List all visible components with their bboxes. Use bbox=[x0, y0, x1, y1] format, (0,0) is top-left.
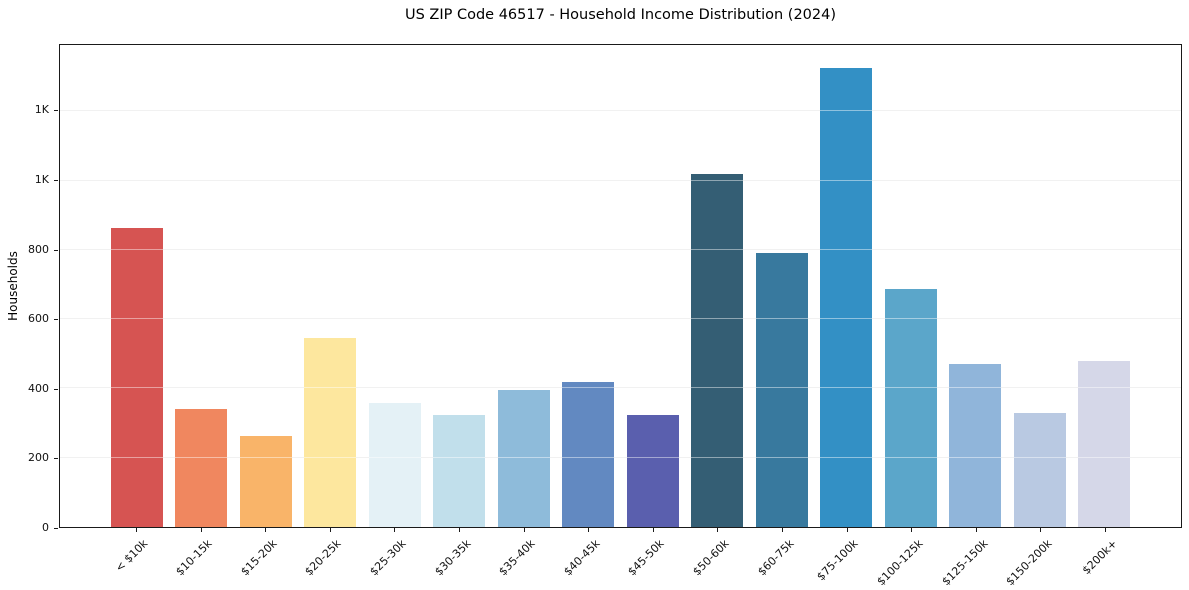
gridline-highlight bbox=[60, 110, 1181, 112]
x-axis: < $10k $10-15k $15-20k $20-25k $25-30k $30-35… bbox=[59, 528, 1182, 590]
x-tick-mark bbox=[329, 528, 331, 532]
bar-9 bbox=[691, 173, 744, 527]
x-tick-label-2: $15-20k bbox=[238, 537, 280, 579]
bar-4 bbox=[368, 402, 421, 527]
x-tick-mark bbox=[523, 528, 525, 532]
gridline-highlight bbox=[60, 456, 1181, 458]
bar-0 bbox=[110, 228, 163, 527]
x-tick-label-12: $100-125k bbox=[874, 537, 926, 589]
x-tick-label-7: $40-45k bbox=[561, 537, 603, 579]
x-tick-label-13: $125-150k bbox=[938, 537, 991, 589]
bar-10 bbox=[755, 252, 808, 527]
bar-11 bbox=[820, 68, 873, 527]
gridline bbox=[60, 387, 1181, 389]
gridline bbox=[60, 318, 1181, 320]
y-tick-mark bbox=[54, 388, 58, 390]
plot-area bbox=[59, 44, 1182, 528]
gridline bbox=[60, 110, 1181, 112]
y-tick-mark bbox=[54, 110, 58, 112]
x-tick-mark bbox=[782, 528, 784, 532]
x-tick-label-9: $50-60k bbox=[690, 537, 732, 579]
x-tick-mark bbox=[1105, 528, 1107, 532]
y-tick-label-3: 600 bbox=[28, 312, 49, 326]
bar-13 bbox=[949, 364, 1002, 527]
x-tick-label-3: $20-25k bbox=[302, 537, 344, 579]
chart-title: US ZIP Code 46517 - Household Income Dis… bbox=[404, 7, 837, 23]
x-tick-mark bbox=[911, 528, 913, 532]
gridline bbox=[60, 248, 1181, 250]
gridline bbox=[60, 456, 1181, 458]
y-axis: 0 200 400 600 800 1K 1K bbox=[0, 44, 59, 534]
x-tick-mark bbox=[1040, 528, 1042, 532]
gridline bbox=[60, 179, 1181, 181]
bar-1 bbox=[175, 409, 228, 527]
y-tick-label-4: 800 bbox=[28, 242, 49, 256]
x-tick-label-14: $150-200k bbox=[1003, 537, 1055, 589]
bar-6 bbox=[497, 389, 550, 527]
x-tick-label-10: $60-75k bbox=[754, 537, 797, 579]
y-tick-mark bbox=[54, 458, 58, 460]
y-tick-mark bbox=[54, 319, 58, 321]
x-tick-mark bbox=[458, 528, 460, 532]
bar-14 bbox=[1013, 413, 1066, 527]
x-tick-mark bbox=[265, 528, 267, 532]
x-tick-mark bbox=[717, 528, 719, 532]
gridline-highlight bbox=[60, 179, 1181, 181]
x-tick-mark bbox=[200, 528, 202, 532]
x-tick-label-15: $200k+ bbox=[1079, 537, 1120, 578]
y-tick-label-2: 400 bbox=[28, 381, 49, 395]
x-tick-label-4: $25-30k bbox=[367, 537, 409, 579]
x-tick-mark bbox=[135, 528, 137, 532]
bar-2 bbox=[239, 435, 292, 527]
x-tick-label-0: < $10k bbox=[112, 537, 151, 575]
gridline-highlight bbox=[60, 387, 1181, 389]
bar-12 bbox=[884, 288, 937, 527]
bar-5 bbox=[433, 414, 486, 527]
x-tick-label-6: $35-40k bbox=[496, 537, 538, 579]
bar-7 bbox=[562, 381, 615, 527]
x-tick-mark bbox=[652, 528, 654, 532]
y-tick-label-1: 200 bbox=[28, 451, 49, 465]
bar-8 bbox=[626, 414, 679, 527]
bar-3 bbox=[304, 337, 357, 527]
x-tick-label-1: $10-15k bbox=[173, 537, 215, 579]
x-tick-label-5: $30-35k bbox=[431, 537, 474, 579]
y-tick-mark bbox=[54, 249, 58, 251]
x-tick-label-11: $75-100k bbox=[814, 537, 861, 584]
y-tick-label-5: 1K bbox=[34, 173, 49, 187]
bar-15 bbox=[1078, 361, 1131, 527]
y-tick-label-6: 1K bbox=[34, 103, 49, 117]
x-tick-mark bbox=[588, 528, 590, 532]
gridline-highlight bbox=[60, 318, 1181, 320]
x-tick-mark bbox=[975, 528, 977, 532]
y-tick-mark bbox=[54, 180, 58, 182]
gridline-highlight bbox=[60, 248, 1181, 250]
y-tick-mark bbox=[54, 528, 58, 529]
y-tick-label-0: 0 bbox=[42, 521, 49, 534]
x-tick-mark bbox=[846, 528, 848, 532]
x-tick-mark bbox=[394, 528, 396, 532]
x-tick-label-8: $45-50k bbox=[625, 537, 668, 579]
